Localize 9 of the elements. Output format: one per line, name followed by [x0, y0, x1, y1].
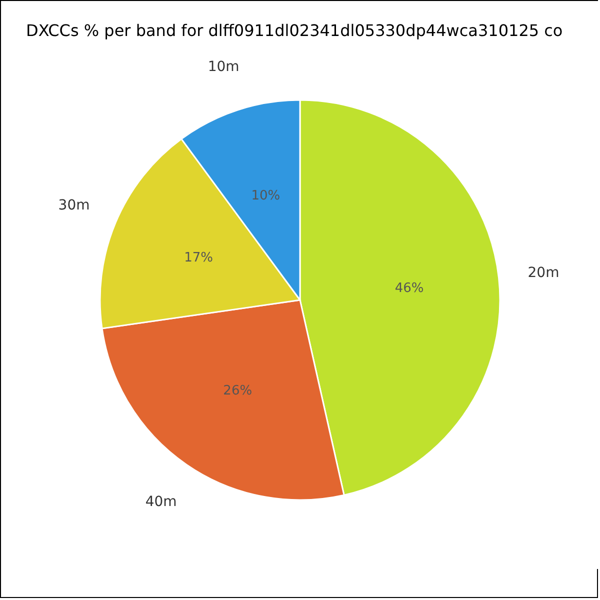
slice-label: 20m [528, 264, 560, 281]
slice-label: 30m [58, 197, 90, 214]
chart-title: DXCCs % per band for dlff0911dl02341dl05330dp44wca310125 co [26, 21, 563, 40]
data-label: 17% [184, 250, 213, 266]
slice-label: 10m [208, 59, 240, 76]
data-label: 26% [223, 384, 252, 399]
data-label: 10% [251, 188, 280, 204]
data-label: 46% [394, 280, 424, 296]
slice-label: 40m [145, 494, 177, 510]
